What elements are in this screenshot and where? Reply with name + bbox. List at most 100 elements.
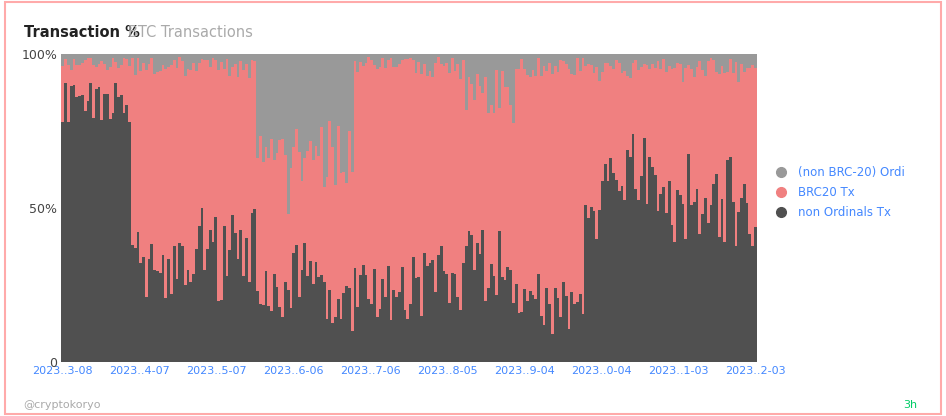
Bar	[367, 54, 370, 57]
Bar	[234, 64, 236, 233]
Bar	[362, 66, 364, 265]
Bar	[315, 146, 317, 262]
Bar	[345, 183, 348, 286]
Bar	[284, 282, 287, 362]
Bar	[212, 58, 215, 242]
Bar	[512, 124, 515, 303]
Bar	[301, 181, 304, 270]
Bar	[626, 54, 629, 77]
Bar	[484, 54, 487, 77]
Bar	[612, 173, 615, 362]
Bar	[715, 72, 718, 174]
Bar	[540, 316, 543, 362]
Bar	[76, 54, 79, 64]
Bar	[556, 72, 559, 298]
Bar	[192, 274, 195, 362]
Bar	[401, 60, 404, 267]
Bar	[275, 54, 278, 153]
Bar	[553, 54, 556, 66]
Bar	[126, 105, 129, 362]
Bar	[325, 54, 328, 177]
Bar	[551, 74, 553, 334]
Bar	[434, 292, 437, 362]
Bar	[265, 147, 268, 272]
Bar	[376, 317, 378, 362]
Bar	[640, 176, 642, 362]
Bar	[737, 54, 740, 82]
Bar	[97, 54, 100, 64]
Bar	[359, 275, 362, 362]
Bar	[167, 259, 170, 362]
Bar	[304, 158, 307, 243]
Bar	[295, 54, 298, 129]
Bar	[434, 54, 437, 63]
Bar	[354, 61, 357, 268]
Bar	[662, 187, 665, 362]
Bar	[81, 95, 84, 362]
Bar	[629, 157, 632, 362]
Bar	[503, 54, 506, 87]
Bar	[92, 65, 95, 118]
Bar	[448, 54, 451, 73]
Bar	[64, 59, 67, 83]
Bar	[609, 66, 612, 158]
Bar	[223, 69, 225, 226]
Bar	[598, 54, 601, 81]
Bar	[718, 237, 721, 362]
Bar	[398, 54, 401, 64]
Bar	[704, 198, 707, 362]
Bar	[710, 54, 712, 58]
Bar	[156, 271, 159, 362]
Bar	[148, 259, 150, 362]
Bar	[523, 290, 526, 362]
Bar	[462, 262, 464, 362]
Bar	[701, 70, 704, 214]
Bar	[120, 95, 123, 362]
Bar	[534, 299, 537, 362]
Bar	[473, 270, 476, 362]
Bar	[454, 274, 456, 362]
Bar	[692, 77, 695, 203]
Bar	[390, 54, 393, 58]
Bar	[181, 61, 184, 246]
Bar	[462, 54, 464, 59]
Bar	[295, 245, 298, 362]
Bar	[443, 66, 446, 271]
Bar	[604, 54, 606, 62]
Bar	[410, 54, 412, 57]
Bar	[638, 200, 640, 362]
Bar	[676, 190, 679, 362]
Bar	[153, 54, 156, 74]
Bar	[470, 84, 473, 235]
Bar	[585, 206, 587, 362]
Bar	[414, 278, 417, 362]
Bar	[79, 65, 81, 96]
Bar	[312, 160, 315, 284]
Bar	[718, 54, 721, 74]
Bar	[604, 62, 606, 164]
Bar	[473, 100, 476, 270]
Bar	[334, 185, 337, 317]
Bar	[692, 54, 695, 77]
Bar	[215, 218, 218, 362]
Bar	[609, 158, 612, 362]
Bar	[590, 208, 593, 362]
Bar	[645, 54, 648, 65]
Bar	[271, 311, 272, 362]
Bar	[212, 242, 215, 362]
Bar	[184, 54, 186, 77]
Bar	[228, 250, 231, 362]
Bar	[370, 54, 373, 59]
Bar	[751, 65, 754, 245]
Bar	[337, 126, 340, 299]
Bar	[506, 87, 509, 267]
Bar	[499, 54, 501, 109]
Bar	[239, 230, 242, 362]
Bar	[503, 87, 506, 280]
Bar	[414, 54, 417, 73]
Bar	[743, 184, 745, 362]
Bar	[745, 68, 748, 203]
Bar	[549, 54, 551, 63]
Bar	[381, 279, 384, 362]
Bar	[92, 54, 95, 65]
